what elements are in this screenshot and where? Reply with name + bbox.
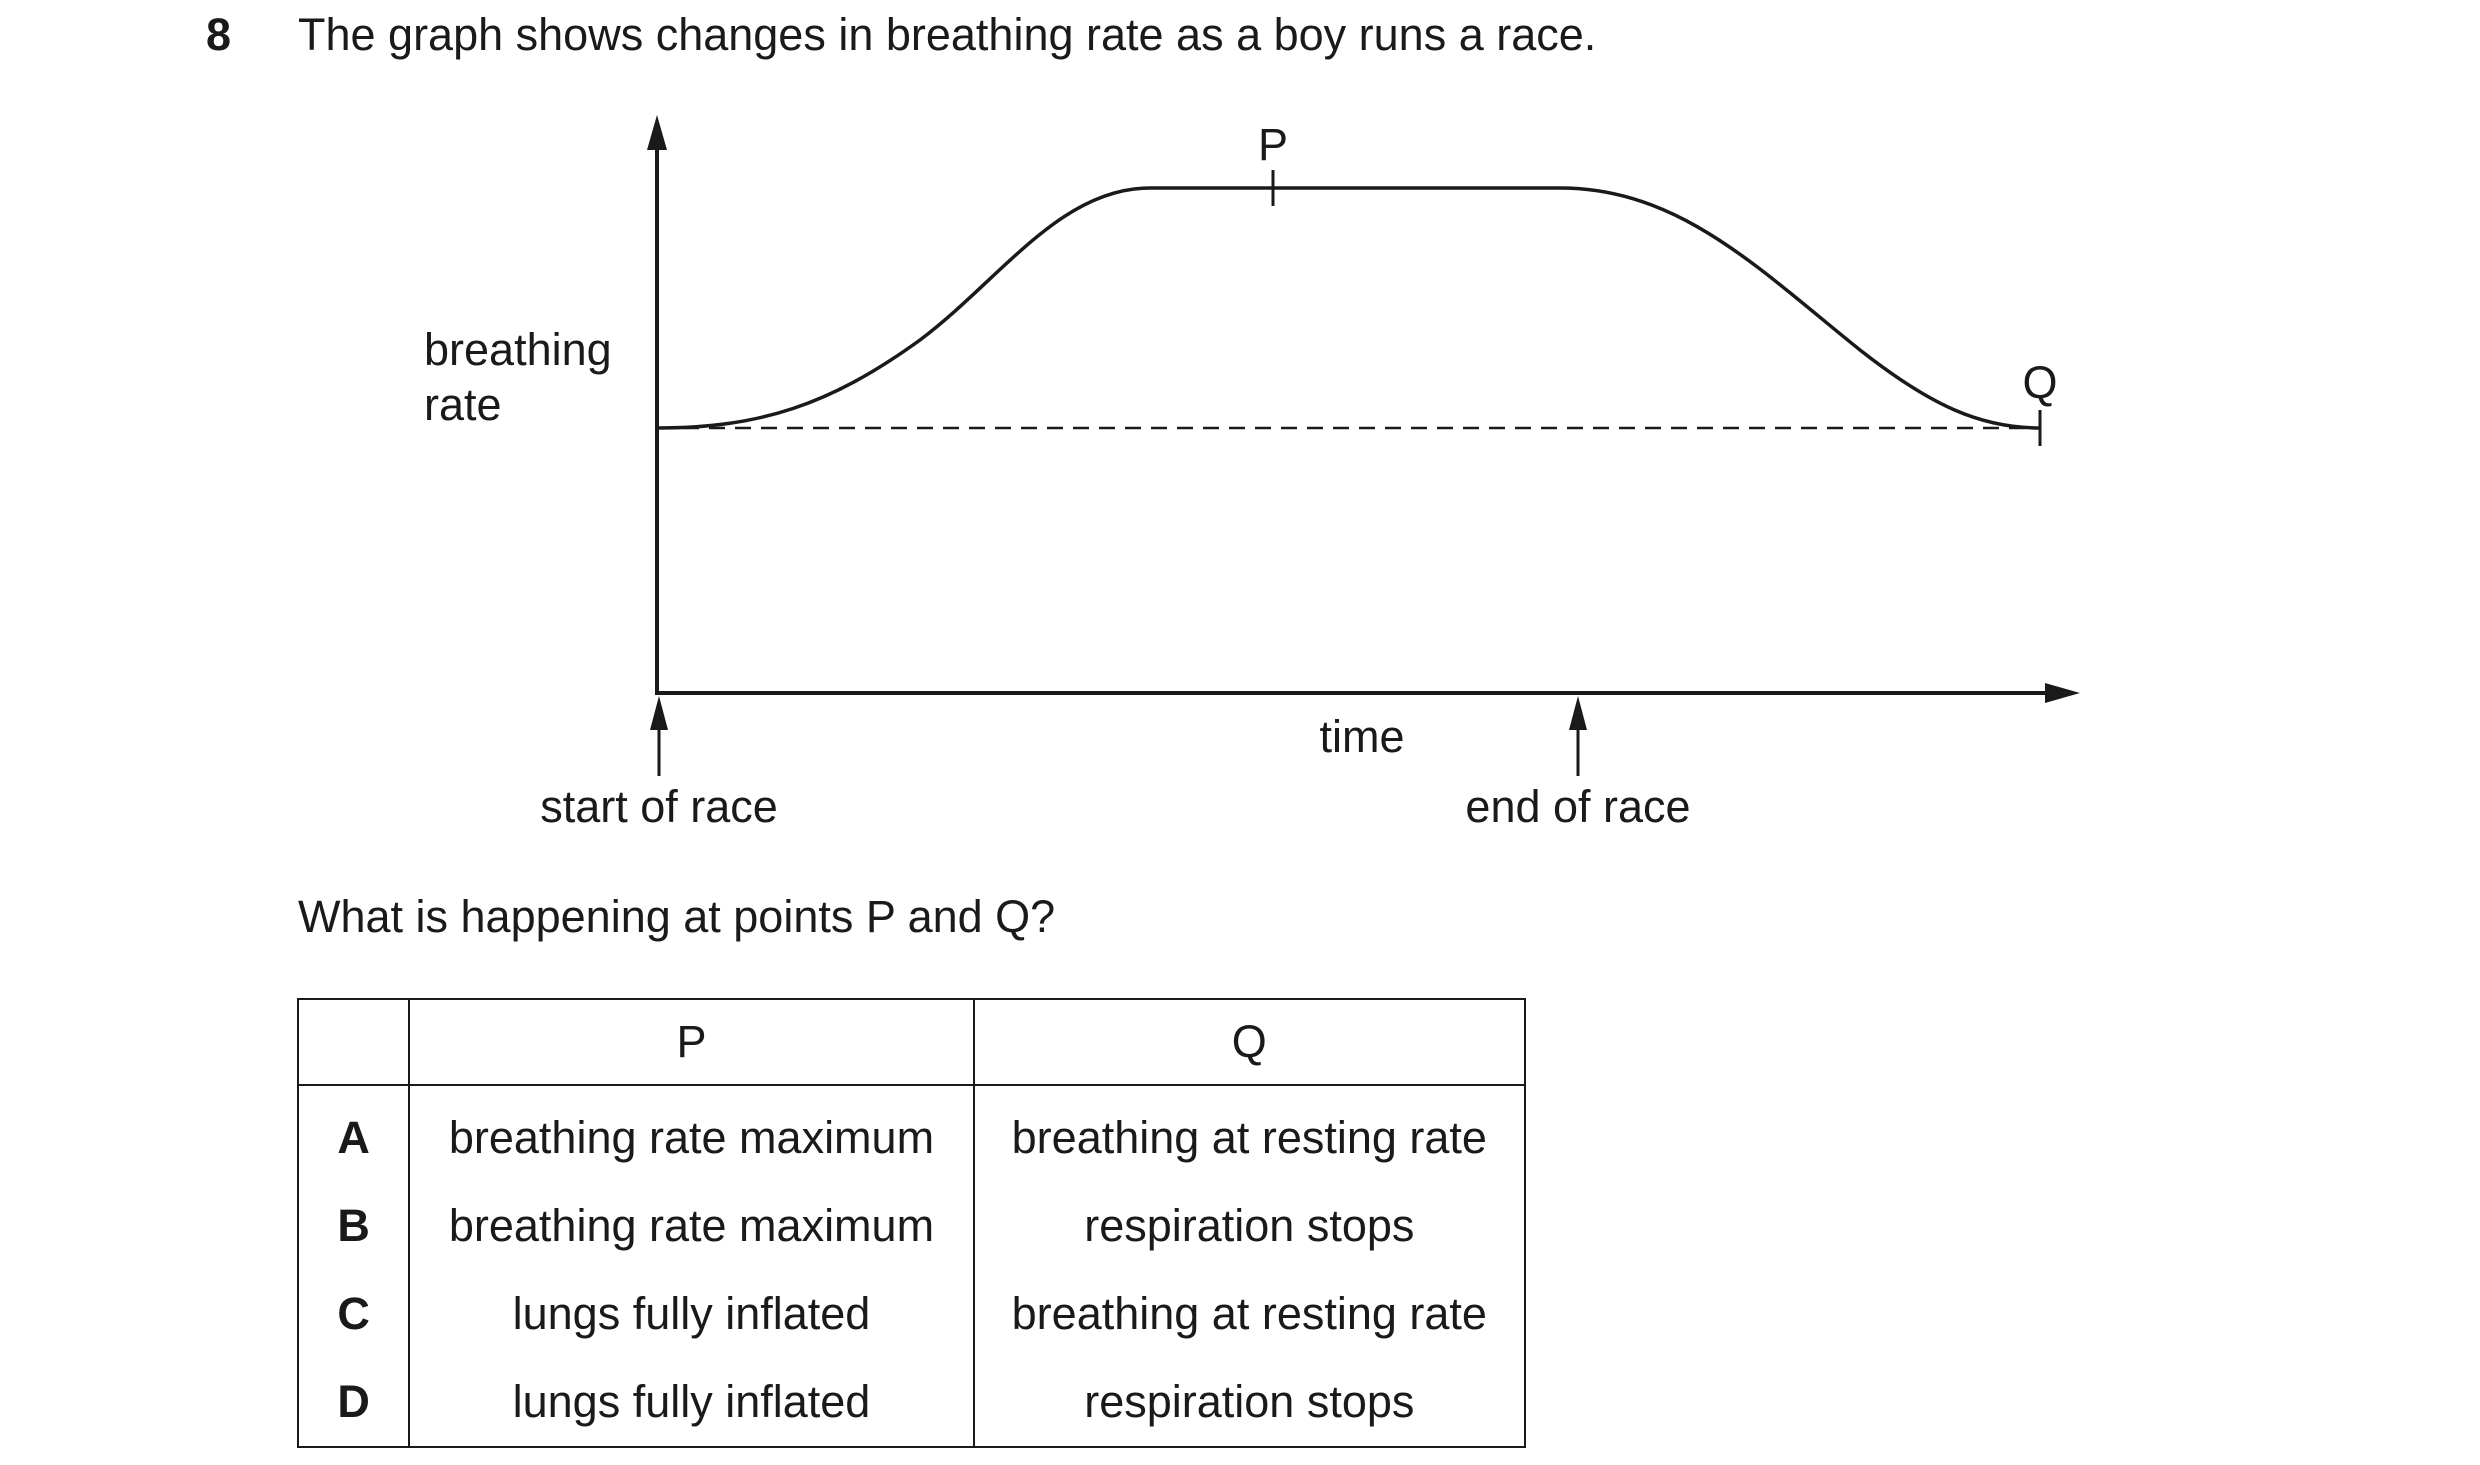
table-row[interactable]: D lungs fully inflated respiration stops [296,1358,1527,1448]
y-axis-label-line2: rate [424,379,502,430]
table-row[interactable]: C lungs fully inflated breathing at rest… [296,1270,1527,1358]
option-q-cell: respiration stops [972,1182,1527,1270]
start-arrow-head [650,696,668,730]
option-q-cell: breathing at resting rate [972,1270,1527,1358]
option-letter: B [296,1182,411,1270]
header-p: P [408,998,975,1086]
y-axis-arrowhead [647,115,667,150]
point-q-label: Q [2022,357,2057,408]
table-header-row: P Q [296,998,1527,1086]
start-of-race-label: start of race [540,781,778,832]
question-number: 8 [206,9,232,60]
question-prompt: What is happening at points P and Q? [298,891,1056,942]
option-p-cell: lungs fully inflated [408,1270,975,1358]
x-axis-arrowhead [2045,683,2080,703]
breathing-rate-graph: P Q breathing rate time start of race en… [424,115,2080,832]
header-q: Q [972,998,1527,1086]
option-p-cell: lungs fully inflated [408,1358,975,1448]
option-q-cell: breathing at resting rate [972,1084,1527,1182]
option-q-cell: respiration stops [972,1358,1527,1448]
table-row[interactable]: A breathing rate maximum breathing at re… [296,1084,1527,1182]
option-p-cell: breathing rate maximum [408,1084,975,1182]
option-p-cell: breathing rate maximum [408,1182,975,1270]
option-letter: C [296,1270,411,1358]
y-axis-label-line1: breathing [424,324,612,375]
table-row[interactable]: B breathing rate maximum respiration sto… [296,1182,1527,1270]
breathing-rate-curve [656,186,2041,430]
header-blank [296,998,411,1086]
option-letter: A [296,1084,411,1182]
answer-options-table: P Q A breathing rate maximum breathing a… [296,998,1527,1448]
option-letter: D [296,1358,411,1448]
question-stem: The graph shows changes in breathing rat… [298,9,1597,60]
end-of-race-label: end of race [1465,781,1690,832]
end-arrow-head [1569,696,1587,730]
point-p-label: P [1258,119,1288,170]
x-axis-label: time [1319,711,1404,762]
